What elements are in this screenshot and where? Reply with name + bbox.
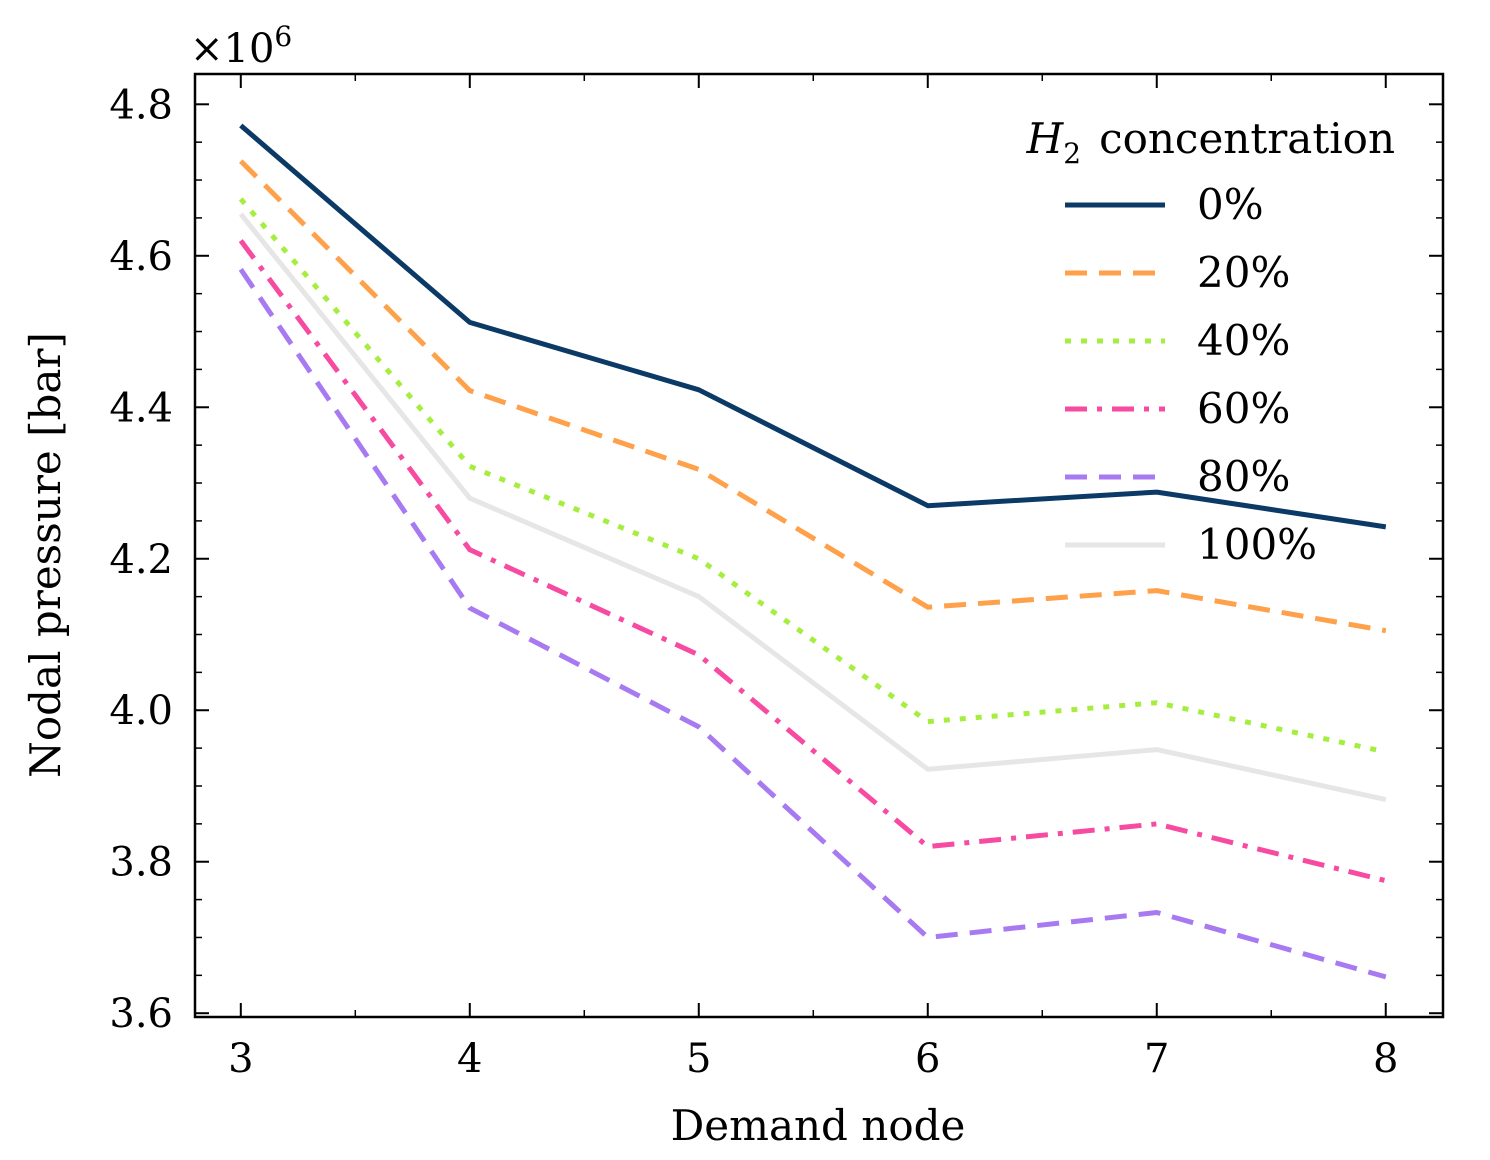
x-tick-label: 4 bbox=[457, 1036, 482, 1082]
series-layer bbox=[238, 123, 1387, 980]
x-tick-label: 8 bbox=[1373, 1036, 1398, 1082]
series-line-4 bbox=[238, 267, 1387, 980]
legend-label-0: 0% bbox=[1197, 180, 1264, 229]
x-tick-label: 5 bbox=[686, 1036, 711, 1082]
legend: H2 concentration 0% 20% 40% 60% 80% 100% bbox=[1026, 114, 1395, 569]
legend-label-3: 60% bbox=[1197, 384, 1290, 433]
tick-labels-layer: 3 4 5 6 7 8 3.6 3.8 4.0 4.2 4.4 4.6 4.8 bbox=[109, 82, 1398, 1082]
series-line-5 bbox=[238, 212, 1387, 803]
legend-entries: 0% 20% 40% 60% 80% 100% bbox=[1065, 180, 1317, 569]
series-line-3 bbox=[238, 239, 1387, 884]
legend-label-1: 20% bbox=[1197, 248, 1290, 297]
x-tick-label: 3 bbox=[228, 1036, 253, 1082]
legend-label-2: 40% bbox=[1197, 316, 1290, 365]
ticks-layer bbox=[195, 74, 1443, 1017]
legend-title: H2 concentration bbox=[1026, 114, 1395, 170]
y-tick-label: 4.6 bbox=[109, 234, 173, 280]
plot-frame bbox=[193, 72, 1445, 1019]
x-tick-label: 7 bbox=[1144, 1036, 1169, 1082]
series-line-2 bbox=[238, 197, 1387, 755]
y-tick-label: 3.6 bbox=[109, 991, 173, 1037]
x-tick-label: 6 bbox=[915, 1036, 940, 1082]
y-tick-label: 4.2 bbox=[109, 537, 173, 583]
y-tick-label: 4.0 bbox=[109, 688, 173, 734]
x-axis-label: Demand node bbox=[671, 1101, 966, 1150]
series-line-1 bbox=[239, 159, 1387, 634]
y-tick-label: 3.8 bbox=[109, 840, 173, 886]
y-tick-label: 4.4 bbox=[109, 385, 173, 431]
y-axis-multiplier: ×106 bbox=[190, 20, 292, 72]
legend-label-4: 80% bbox=[1197, 452, 1290, 501]
y-axis-label: Nodal pressure [bar] bbox=[21, 332, 70, 778]
series-line-0 bbox=[239, 123, 1387, 530]
y-tick-label: 4.8 bbox=[109, 82, 173, 128]
legend-label-5: 100% bbox=[1197, 520, 1317, 569]
